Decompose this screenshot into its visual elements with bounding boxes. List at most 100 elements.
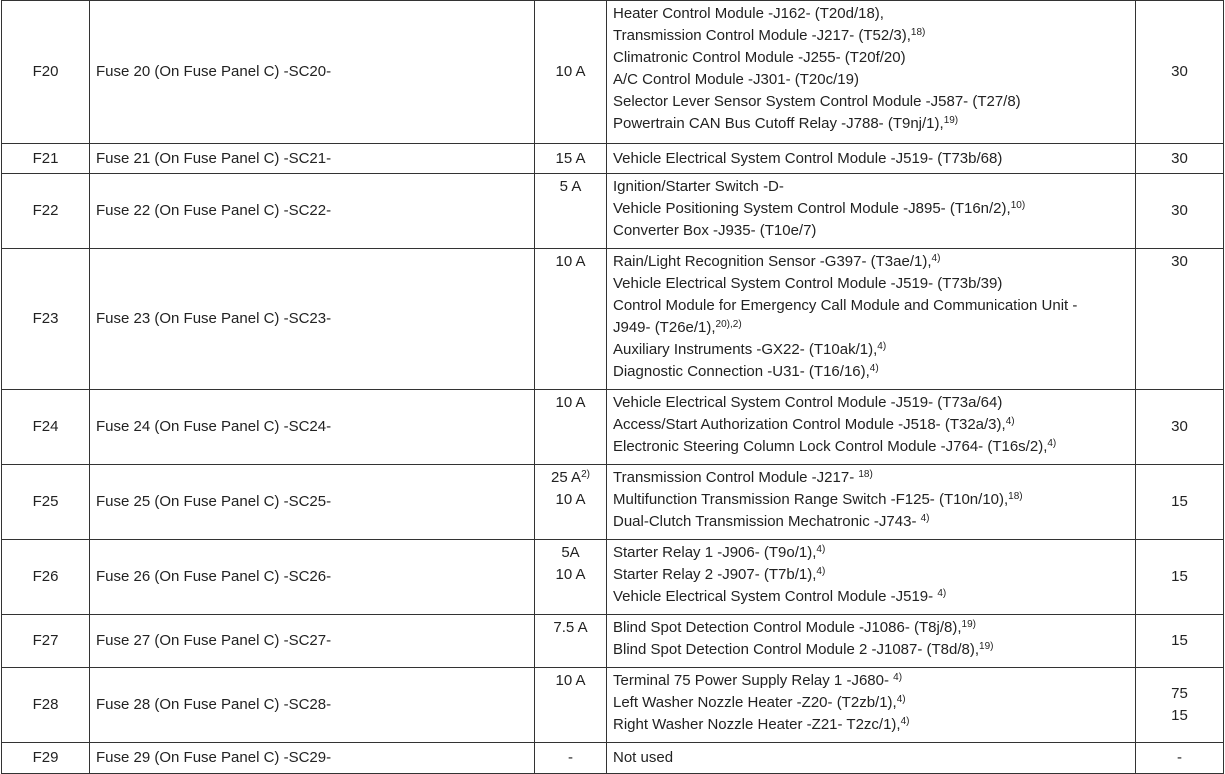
amperage-text: 10 A [555,491,586,508]
table-row: F26 Fuse 26 (On Fuse Panel C) -SC26- 5A 10 … [1,539,1224,615]
component-text: Heater Control Module -J162- (T20d/18), [613,5,884,22]
component: Converter Box -J935- (T10e/7) [613,220,1129,242]
component: Vehicle Positioning System Control Modul… [613,198,1129,220]
footnote-ref: 4) [931,253,941,264]
component: Electronic Steering Column Lock Control … [613,436,1129,458]
amperage: 25 A2) [541,467,600,489]
amperage: 10 A [541,489,600,511]
terminal-cell: 30 [1135,0,1224,144]
component: Transmission Control Module -J217- (T52/… [613,25,1129,47]
footnote-ref: 18) [858,469,873,480]
terminal-cell: 15 [1135,614,1224,668]
terminal-value: 30 [1171,418,1188,435]
fuse-name-cell: Fuse 26 (On Fuse Panel C) -SC26- [89,539,535,615]
components-cell: Starter Relay 1 -J906- (T9o/1),4) Starter… [606,539,1136,615]
component: Selector Lever Sensor System Control Mod… [613,91,1129,113]
components-cell: Not used [606,742,1136,774]
component-text: Selector Lever Sensor System Control Mod… [613,93,1021,110]
footnote-ref: 2) [581,469,590,480]
components-cell: Rain/Light Recognition Sensor -G397- (T3… [606,248,1136,390]
amperage: 7.5 A [541,617,600,639]
component-text: Multifunction Transmission Range Switch … [613,491,1009,508]
footnote-ref: 4) [877,341,887,352]
component: Auxiliary Instruments -GX22- (T10ak/1),4… [613,339,1129,361]
component-text: Access/Start Authorization Control Modul… [613,416,1006,433]
amperage: 5A [541,542,600,564]
fuse-name-cell: Fuse 29 (On Fuse Panel C) -SC29- [89,742,535,774]
table-row: F20 Fuse 20 (On Fuse Panel C) -SC20- 10 A H… [1,0,1224,144]
fuse-id-cell: F20 [1,0,90,144]
component-text: Dual-Clutch Transmission Mechatronic -J7… [613,513,921,530]
component-text: Electronic Steering Column Lock Control … [613,438,1048,455]
table-row: F21 Fuse 21 (On Fuse Panel C) -SC21- 15 A V… [1,143,1224,174]
components-cell: Transmission Control Module -J217- 18) Mu… [606,464,1136,540]
amperage-text: 10 A [555,672,586,689]
component: Rain/Light Recognition Sensor -G397- (T3… [613,251,1129,273]
table-row: F29 Fuse 29 (On Fuse Panel C) -SC29- - Not … [1,742,1224,774]
footnote-ref: 20),2) [715,319,742,330]
component-text: Vehicle Electrical System Control Module… [613,588,938,605]
terminal-value: 30 [1171,202,1188,219]
footnote-ref: 4) [900,716,910,727]
component: Powertrain CAN Bus Cutoff Relay -J788- (… [613,113,1129,135]
component: Terminal 75 Power Supply Relay 1 -J680- … [613,670,1129,692]
component: Vehicle Electrical System Control Module… [613,148,1129,170]
amperage-text: 7.5 A [553,619,588,636]
component-text: Climatronic Control Module -J255- (T20f/… [613,49,906,66]
component-text: Not used [613,749,674,766]
terminal-value: 75 [1171,685,1188,702]
components-cell: Vehicle Electrical System Control Module… [606,143,1136,174]
amperage-text: 10 A [555,253,586,270]
terminal-cell: 30 [1135,143,1224,174]
amperage: - [541,747,600,769]
component-text: Vehicle Positioning System Control Modul… [613,200,1011,217]
fuse-name-cell: Fuse 28 (On Fuse Panel C) -SC28- [89,667,535,743]
amperage-text: 5A [561,544,580,561]
amperage-cell: 10 A [534,0,607,144]
table-row: F28 Fuse 28 (On Fuse Panel C) -SC28- 10 A T… [1,667,1224,743]
components-cell: Vehicle Electrical System Control Module… [606,389,1136,465]
component-text: Converter Box -J935- (T10e/7) [613,222,817,239]
fuse-id-cell: F22 [1,173,90,249]
fuse-name-cell: Fuse 24 (On Fuse Panel C) -SC24- [89,389,535,465]
component-text: Starter Relay 2 -J907- (T7b/1), [613,566,817,583]
amperage-text: 10 A [555,566,586,583]
amperage-cell: - [534,742,607,774]
component-text: Terminal 75 Power Supply Relay 1 -J680- [613,672,894,689]
fuse-id-cell: F24 [1,389,90,465]
terminal-cell: 30 [1135,248,1224,390]
component-text: Vehicle Electrical System Control Module… [613,394,1003,411]
amperage: 10 A [541,251,600,273]
component-text: Transmission Control Module -J217- (T52/… [613,27,911,44]
component: Starter Relay 2 -J907- (T7b/1),4) [613,564,1129,586]
footnote-ref: 4) [1047,438,1057,449]
fuse-id-cell: F29 [1,742,90,774]
fuse-name-cell: Fuse 20 (On Fuse Panel C) -SC20- [89,0,535,144]
components-cell: Blind Spot Detection Control Module -J10… [606,614,1136,668]
component: Climatronic Control Module -J255- (T20f/… [613,47,1129,69]
table-row: F27 Fuse 27 (On Fuse Panel C) -SC27- 7.5 A… [1,614,1224,668]
component-text: Transmission Control Module -J217- [613,469,859,486]
footnote-ref: 10) [1010,200,1026,211]
table-row: F23 Fuse 23 (On Fuse Panel C) -SC23- 10 A R… [1,248,1224,390]
fuse-id-cell: F28 [1,667,90,743]
amperage: 10 A [541,670,600,692]
amperage-cell: 10 A [534,248,607,390]
terminal-value: 30 [1171,149,1188,167]
component: Dual-Clutch Transmission Mechatronic -J7… [613,511,1129,533]
component-text: Vehicle Electrical System Control Module… [613,275,1003,292]
footnote-ref: 19) [943,115,959,126]
amperage-cell: 10 A [534,667,607,743]
terminal-value: 15 [1171,493,1188,510]
terminal-value: 15 [1171,707,1188,724]
fuse-name-cell: Fuse 21 (On Fuse Panel C) -SC21- [89,143,535,174]
amperage: 15 A [541,148,600,170]
fuse-name-cell: Fuse 27 (On Fuse Panel C) -SC27- [89,614,535,668]
component-text: Auxiliary Instruments -GX22- (T10ak/1), [613,341,878,358]
component: J949- (T26e/1),20),2) [613,317,1129,339]
components-cell: Ignition/Starter Switch -D- Vehicle Posit… [606,173,1136,249]
amperage: 5 A [541,176,600,198]
terminal-value: 15 [1171,632,1188,649]
terminal-cell: 30 [1135,173,1224,249]
fuse-id-cell: F21 [1,143,90,174]
